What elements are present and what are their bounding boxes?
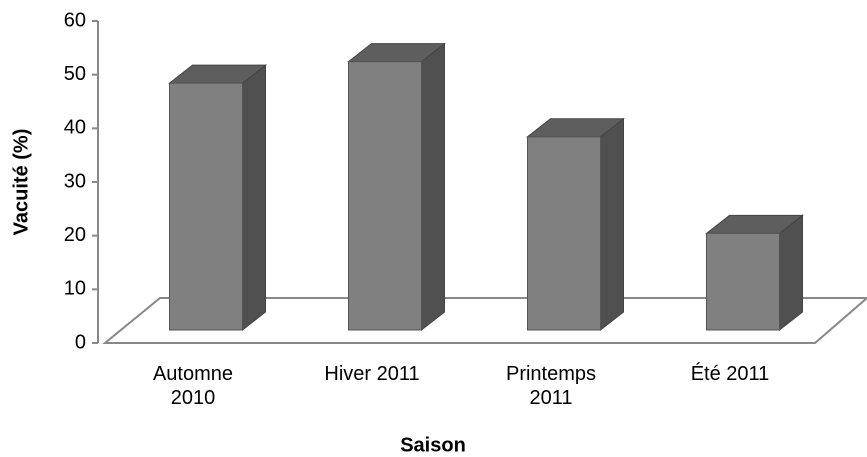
floor [102,297,867,344]
y-tick-label: 50 [64,63,86,85]
x-axis-label: Saison [400,434,466,456]
x-tick-label: Printemps 2011 [505,363,597,409]
y-axis-label: Vacuité (%) [10,129,32,236]
bar-side [600,117,624,332]
bar [348,61,422,331]
y-tick-label: 0 [75,331,86,353]
bar [706,232,780,331]
y-tick-label: 60 [64,9,86,31]
y-tick-label: 40 [64,117,86,139]
bar-side [242,64,266,332]
y-tick-label: 30 [64,170,86,192]
y-tick-label: 20 [64,224,86,246]
bar-side [779,214,803,332]
y-tick-label: 10 [64,278,86,300]
x-tick-label: Été 2011 [690,363,770,385]
bar [169,82,243,331]
bar [527,136,601,331]
bar-side [421,42,445,332]
x-tick-label: Hiver 2011 [324,363,420,385]
x-tick-label: Automne 2010 [152,363,234,409]
